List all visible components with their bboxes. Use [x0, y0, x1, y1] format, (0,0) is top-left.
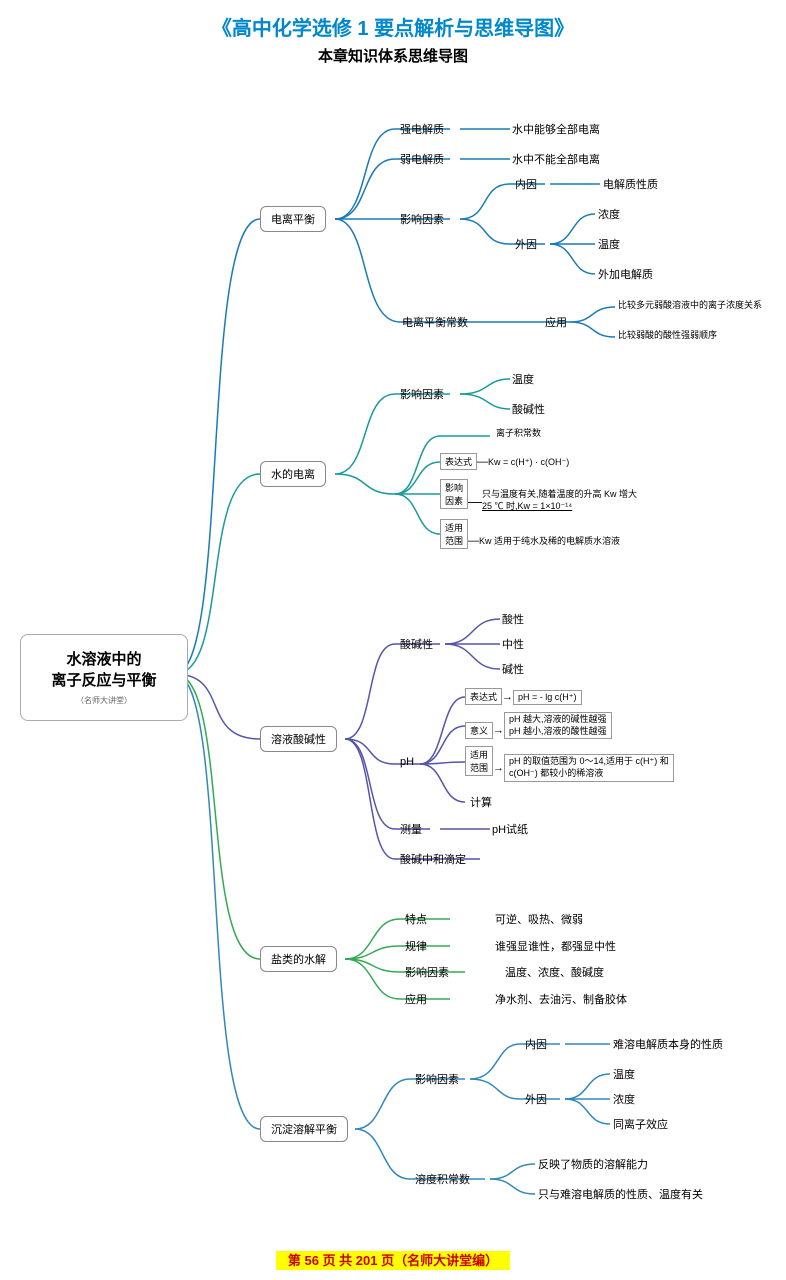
b1-n4: 电离平衡常数 [402, 314, 468, 330]
b1-n4a2: 比较弱酸的酸性强弱顺序 [618, 330, 717, 342]
b5-n1b2: 浓度 [613, 1091, 635, 1107]
b1-n4a1: 比较多元弱酸溶液中的离子浓度关系 [618, 300, 762, 312]
b3-n3d: pH试纸 [492, 821, 528, 837]
b4-n3: 影响因素 [405, 964, 449, 980]
b3-n1: 酸碱性 [400, 636, 433, 652]
b3-n4: 酸碱中和滴定 [400, 851, 466, 867]
root-title: 水溶液中的 离子反应与平衡 [39, 649, 169, 691]
b1-n2d: 水中不能全部电离 [512, 151, 600, 167]
b5-n1b3: 同离子效应 [613, 1116, 668, 1132]
b1-n2: 弱电解质 [400, 151, 444, 167]
b3: 溶液酸碱性 [260, 726, 337, 752]
root-sub: （名师大讲堂） [39, 695, 169, 706]
b1-n3a: 内因 [515, 176, 537, 192]
b1: 电离平衡 [260, 206, 326, 232]
b3-n2a-lbl: 表达式→pH = - lg c(H⁺) [465, 688, 582, 705]
b1-n3b3: 外加电解质 [598, 266, 653, 282]
root-node: 水溶液中的 离子反应与平衡 （名师大讲堂） [20, 634, 188, 721]
mindmap-canvas: 水溶液中的 离子反应与平衡 （名师大讲堂） 电离平衡 强电解质 水中能够全部电离… [0, 74, 786, 1244]
b3-n2d: 计算 [470, 794, 492, 810]
b5-n1b1: 温度 [613, 1066, 635, 1082]
b4-n4d: 净水剂、去油污、制备胶体 [495, 991, 627, 1007]
b5-n1: 影响因素 [415, 1071, 459, 1087]
b3-n1a: 酸性 [502, 611, 524, 627]
b1-n3ad: 电解质性质 [603, 176, 658, 192]
b5-n1a: 内因 [525, 1036, 547, 1052]
b2-n2b1-lbl: 表达式—Kw = c(H⁺) · c(OH⁻) [440, 453, 569, 470]
b3-n1b: 中性 [502, 636, 524, 652]
b4: 盐类的水解 [260, 946, 337, 972]
b1-n4a: 应用 [545, 314, 567, 330]
b5-n2b: 只与难溶电解质的性质、温度有关 [538, 1186, 703, 1202]
b4-n4: 应用 [405, 991, 427, 1007]
b2-n1b: 酸碱性 [512, 401, 545, 417]
page-subtitle: 本章知识体系思维导图 [0, 45, 786, 66]
b5-n1ad: 难溶电解质本身的性质 [613, 1036, 723, 1052]
b4-n2: 规律 [405, 938, 427, 954]
b2: 水的电离 [260, 461, 326, 487]
b1-n1d: 水中能够全部电离 [512, 121, 600, 137]
b1-n1: 强电解质 [400, 121, 444, 137]
b4-n1: 特点 [405, 911, 427, 927]
b1-n3: 影响因素 [400, 211, 444, 227]
b3-n1c: 碱性 [502, 661, 524, 677]
b5-n2a: 反映了物质的溶解能力 [538, 1156, 648, 1172]
b1-n3b1: 浓度 [598, 206, 620, 222]
b3-n2b-lbl: 意义→pH 越大,溶液的碱性越强pH 越小,溶液的酸性越强 [465, 712, 612, 739]
b2-n1: 影响因素 [400, 386, 444, 402]
b3-n2: pH [400, 756, 414, 768]
b1-n3b2: 温度 [598, 236, 620, 252]
b2-n2b2-lbl: 影响 因素—只与温度有关,随着温度的升高 Kw 增大25 ℃ 时,Kw = 1×… [440, 479, 637, 513]
b5-n1b: 外因 [525, 1091, 547, 1107]
b3-n3: 测量 [400, 821, 422, 837]
footer: 第 56 页 共 201 页（名师大讲堂编） [0, 1250, 786, 1270]
page-title: 《高中化学选修 1 要点解析与思维导图》 [0, 12, 786, 41]
b4-n2d: 谁强显谁性，都强显中性 [495, 938, 616, 954]
b2-n2a: 离子积常数 [496, 428, 541, 440]
b2-n2b3-lbl: 适用 范围—Kw 适用于纯水及稀的电解质水溶液 [440, 519, 620, 549]
b2-n1a: 温度 [512, 371, 534, 387]
b5-n2: 溶度积常数 [415, 1171, 470, 1187]
b4-n1d: 可逆、吸热、微弱 [495, 911, 583, 927]
b5: 沉淀溶解平衡 [260, 1116, 348, 1142]
b4-n3d: 温度、浓度、酸碱度 [505, 964, 604, 980]
b3-n2c-lbl: 适用 范围→pH 的取值范围为 0～14,适用于 c(H⁺) 和 c(OH⁻) … [465, 746, 674, 782]
b1-n3b: 外因 [515, 236, 537, 252]
